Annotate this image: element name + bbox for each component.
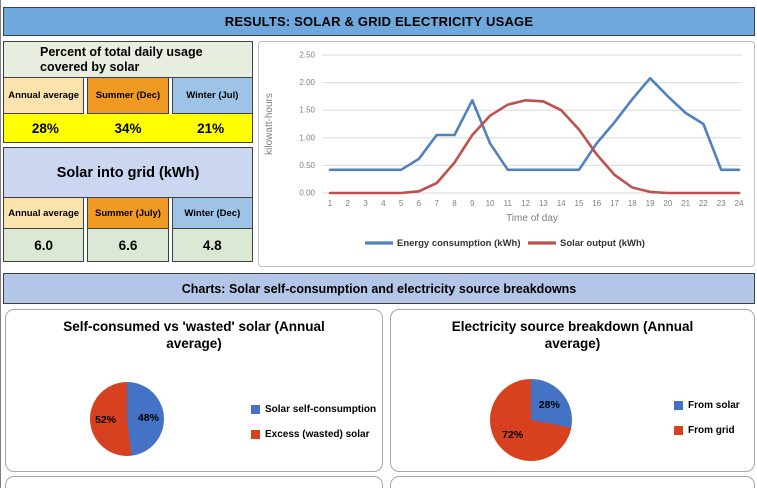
svg-text:7: 7 [434,199,439,208]
source-breakdown-pie-graphic [490,379,572,461]
svg-text:19: 19 [646,199,655,208]
pie-data-label: 72% [502,429,524,442]
svg-text:Energy consumption (kWh): Energy consumption (kWh) [397,238,521,249]
usage-table-title: Percent of total daily usage covered by … [3,41,253,78]
usage-col-summer: Summer (Dec) [87,78,169,114]
top-margin-strip [1,0,757,7]
svg-text:14: 14 [557,199,566,208]
svg-text:20: 20 [663,199,672,208]
partial-panel-left [5,476,383,488]
svg-text:3: 3 [363,199,368,208]
self-consumption-pie-title: Self-consumed vs 'wasted' solar (Annual … [63,319,325,351]
daily-profile-line-chart[interactable]: 0.00 0.50 1.00 1.50 2.00 2.50 1 2 3 4 5 6 7 8 9 10 11 12 1… [258,41,755,267]
svg-text:15: 15 [575,199,584,208]
legend-label: Excess (wasted) solar [265,429,370,440]
usage-table-header-row: Annual average Summer (Dec) Winter (Jul) [3,78,253,114]
svg-text:1.50: 1.50 [299,106,315,115]
usage-values-row: 28% 34% 21% [3,114,253,143]
grid-table-title: Solar into grid (kWh) [3,147,253,198]
partial-panel-right [390,476,755,488]
svg-text:kilowatt-hours: kilowatt-hours [264,93,275,155]
svg-text:Solar output (kWh): Solar output (kWh) [560,238,645,249]
source-breakdown-pie-title: Electricity source breakdown (Annual ave… [451,319,694,351]
svg-text:24: 24 [735,199,744,208]
svg-text:13: 13 [539,199,548,208]
charts-section-title: Charts: Solar self-consumption and elect… [181,281,577,296]
usage-value-winter[interactable]: 21% [197,120,225,136]
svg-text:16: 16 [592,199,601,208]
svg-text:17: 17 [610,199,619,208]
pie-data-label: 52% [95,414,117,427]
legend-swatch-blue [251,405,260,414]
svg-text:2.00: 2.00 [299,78,315,87]
page-title: RESULTS: SOLAR & GRID ELECTRICITY USAGE [224,14,534,29]
grid-value-winter[interactable]: 4.8 [171,229,253,262]
legend-item-from-solar: From solar [674,400,740,411]
legend-swatch-red [251,430,260,439]
top-content-row: Percent of total daily usage covered by … [3,41,755,267]
usage-value-annual[interactable]: 28% [31,120,59,136]
grid-col-annual-average: Annual average [3,198,85,229]
svg-text:4: 4 [381,199,386,208]
legend-label: From grid [688,425,735,436]
svg-text:9: 9 [470,199,475,208]
next-charts-row-partial [5,476,755,488]
usage-col-annual-average: Annual average [3,78,85,114]
pie-charts-row: Self-consumed vs 'wasted' solar (Annual … [5,309,755,472]
svg-text:8: 8 [452,199,457,208]
source-breakdown-legend: From solar From grid [674,400,740,436]
summary-tables: Percent of total daily usage covered by … [3,41,253,267]
svg-text:23: 23 [717,199,726,208]
svg-text:12: 12 [521,199,530,208]
source-breakdown-pie[interactable]: 28% 72% [490,379,572,461]
svg-text:1.00: 1.00 [299,133,315,142]
self-consumption-pie[interactable]: 48% 52% [90,382,164,456]
pie-data-label: 28% [538,398,560,411]
grid-col-summer: Summer (July) [87,198,169,229]
svg-text:18: 18 [628,199,637,208]
svg-text:6: 6 [417,199,422,208]
legend-swatch-red [674,426,683,435]
usage-value-summer[interactable]: 34% [114,120,142,136]
legend-swatch-blue [674,401,683,410]
legend-item-from-grid: From grid [674,425,740,436]
self-consumption-pie-panel[interactable]: Self-consumed vs 'wasted' solar (Annual … [5,309,383,472]
charts-section-title-bar: Charts: Solar self-consumption and elect… [3,273,755,304]
svg-text:21: 21 [681,199,690,208]
legend-item-self-consumption: Solar self-consumption [251,404,376,415]
pie-data-label: 48% [137,411,159,424]
grid-col-winter: Winter (Dec) [171,198,253,229]
grid-value-annual[interactable]: 6.0 [3,229,85,262]
svg-text:0.00: 0.00 [299,189,315,198]
svg-text:2.50: 2.50 [299,51,315,60]
legend-item-excess-solar: Excess (wasted) solar [251,429,376,440]
legend-label: Solar self-consumption [265,404,377,415]
svg-text:Time of day: Time of day [506,213,558,224]
svg-text:10: 10 [486,199,495,208]
svg-text:1: 1 [328,199,333,208]
svg-text:2: 2 [346,199,351,208]
page-title-bar: RESULTS: SOLAR & GRID ELECTRICITY USAGE [3,7,755,36]
legend-label: From solar [688,400,740,411]
source-breakdown-pie-panel[interactable]: Electricity source breakdown (Annual ave… [390,309,755,472]
grid-value-summer[interactable]: 6.6 [87,229,169,262]
svg-text:22: 22 [699,199,708,208]
self-consumption-legend: Solar self-consumption Excess (wasted) s… [251,404,376,440]
line-chart-canvas: 0.000.501.001.502.002.501 2 3 4 5 6 7 8 9 10 11 12 1… [264,51,744,250]
svg-text:0.50: 0.50 [299,161,315,170]
grid-table-header-row: Annual average Summer (July) Winter (Dec… [3,198,253,229]
grid-values-row: 6.0 6.6 4.8 [3,229,253,262]
self-consumption-pie-graphic [90,382,164,456]
svg-text:5: 5 [399,199,404,208]
svg-text:11: 11 [504,199,513,208]
usage-col-winter: Winter (Jul) [171,78,253,114]
